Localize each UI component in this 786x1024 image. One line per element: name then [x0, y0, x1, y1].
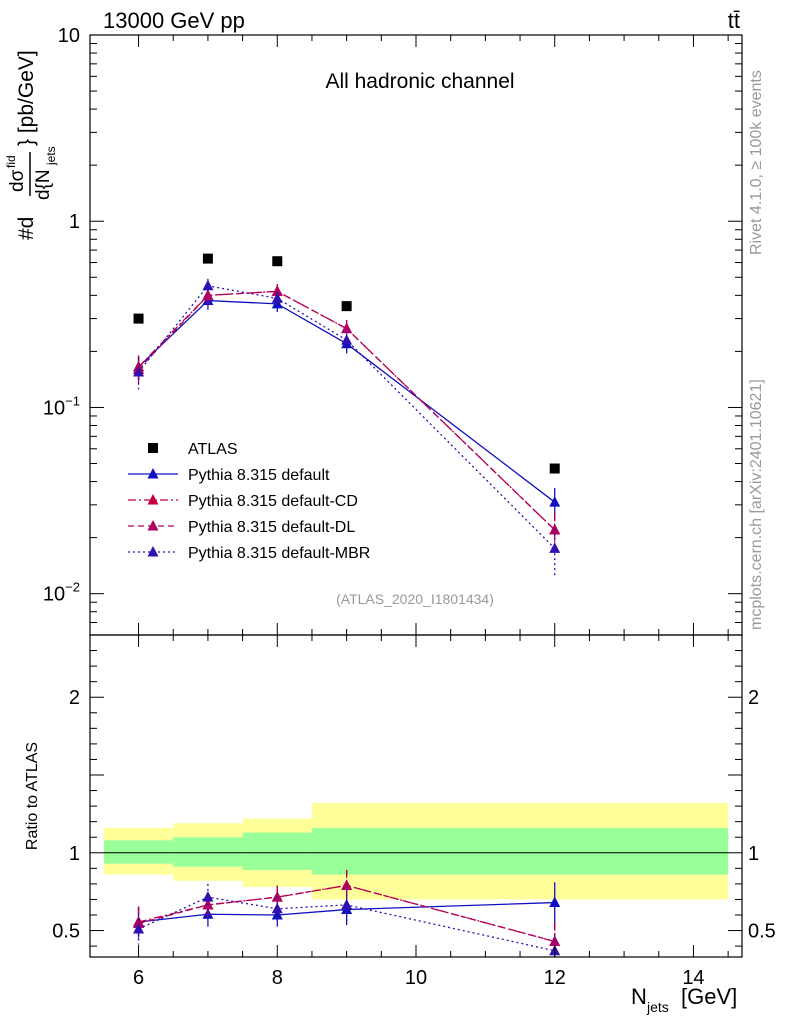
svg-text:fid: fid — [4, 155, 18, 168]
data-point-atlas — [202, 253, 213, 264]
ratio-point-dl — [133, 917, 145, 929]
legend-label-default: Pythia 8.315 default — [188, 467, 330, 484]
y-axis-label-ratio: Ratio to ATLAS — [24, 742, 41, 850]
svg-text:N: N — [631, 984, 647, 1009]
ratio-y-tick-label-right: 2 — [748, 687, 759, 709]
series-line-cd — [138, 290, 556, 531]
data-point-dl — [341, 322, 353, 334]
y-tick-label: 10−1 — [43, 393, 80, 419]
ratio-point-mbr — [202, 891, 214, 902]
legend-label-atlas: ATLAS — [188, 441, 238, 458]
data-point-mbr — [549, 542, 561, 553]
legend-marker-mbr — [147, 546, 159, 557]
ratio-point-mbr — [341, 898, 353, 910]
data-point-atlas — [549, 463, 560, 474]
data-point-atlas — [341, 301, 352, 312]
main-plot-area — [133, 253, 561, 576]
y-tick-label: 1 — [69, 211, 80, 233]
svg-text:jets: jets — [44, 146, 58, 166]
ratio-y-tick-label-right: 0.5 — [748, 921, 776, 943]
y-tick-label: 10−2 — [43, 580, 80, 606]
x-tick-label: 10 — [405, 967, 427, 989]
legend-marker-dl — [147, 520, 159, 531]
data-point-dl — [271, 285, 283, 296]
ratio-point-dl — [341, 879, 353, 890]
ratio-y-tick-label: 0.5 — [52, 921, 80, 943]
mcplots-label: mcplots.cern.ch [arXiv:2401.10621] — [748, 379, 765, 630]
legend-label-mbr: Pythia 8.315 default-MBR — [188, 545, 370, 562]
header-process: 13000 GeV pp — [103, 8, 245, 33]
y-axis-label-main: #d dσ fid d{N jets } [pb/GeV] — [4, 50, 58, 240]
svg-text:jets: jets — [646, 999, 669, 1015]
legend-label-dl: Pythia 8.315 default-DL — [188, 519, 355, 536]
band-inner-2 — [242, 832, 312, 870]
ratio-plot-area — [103, 852, 729, 957]
legend-label-cd: Pythia 8.315 default-CD — [188, 493, 358, 510]
ratio-y-tick-label: 1 — [69, 843, 80, 865]
data-point-atlas — [272, 256, 283, 267]
rivet-label: Rivet 4.1.0, ≥ 100k events — [748, 70, 765, 255]
x-tick-label: 6 — [133, 967, 144, 989]
legend-marker-default — [147, 468, 159, 479]
x-tick-label: 8 — [272, 967, 283, 989]
ratio-point-default — [549, 896, 561, 908]
band-inner-0 — [103, 840, 174, 864]
data-point-default — [549, 496, 561, 507]
svg-text:dσ: dσ — [7, 169, 28, 192]
x-tick-label: 12 — [544, 967, 566, 989]
data-point-mbr — [341, 334, 353, 345]
svg-text:} [pb/GeV]: } [pb/GeV] — [15, 50, 38, 146]
main-title: All hadronic channel — [325, 70, 514, 93]
watermark-analysis-id: (ATLAS_2020_I1801434) — [336, 591, 494, 607]
ratio-y-tick-label-right: 1 — [748, 843, 759, 865]
ratio-uncertainty-bands — [103, 803, 729, 900]
data-point-dl — [202, 289, 214, 300]
data-point-atlas — [133, 313, 144, 324]
y-tick-label: 10 — [58, 25, 80, 47]
band-inner-1 — [173, 837, 243, 867]
data-point-mbr — [271, 292, 283, 303]
ratio-y-tick-label: 2 — [69, 687, 80, 709]
svg-text:d{N: d{N — [33, 169, 54, 200]
x-axis-label: N jets [GeV] — [631, 984, 737, 1015]
ratio-point-mbr — [271, 902, 283, 914]
x-tick-label: 14 — [682, 967, 704, 989]
data-point-mbr — [133, 366, 145, 377]
band-inner-3 — [311, 827, 729, 875]
ratio-frame — [89, 634, 743, 958]
legend-marker-cd — [147, 494, 159, 505]
legend: ATLAS Pythia 8.315 default Pythia 8.315 de… — [128, 441, 370, 562]
legend-marker-atlas — [148, 443, 158, 453]
data-point-mbr — [202, 279, 214, 291]
svg-text:#d: #d — [15, 217, 38, 240]
ratio-point-mbr — [133, 923, 145, 934]
header-final-state: tt̄ — [728, 8, 740, 33]
svg-text:[GeV]: [GeV] — [681, 984, 737, 1009]
ratio-point-default — [271, 909, 283, 920]
